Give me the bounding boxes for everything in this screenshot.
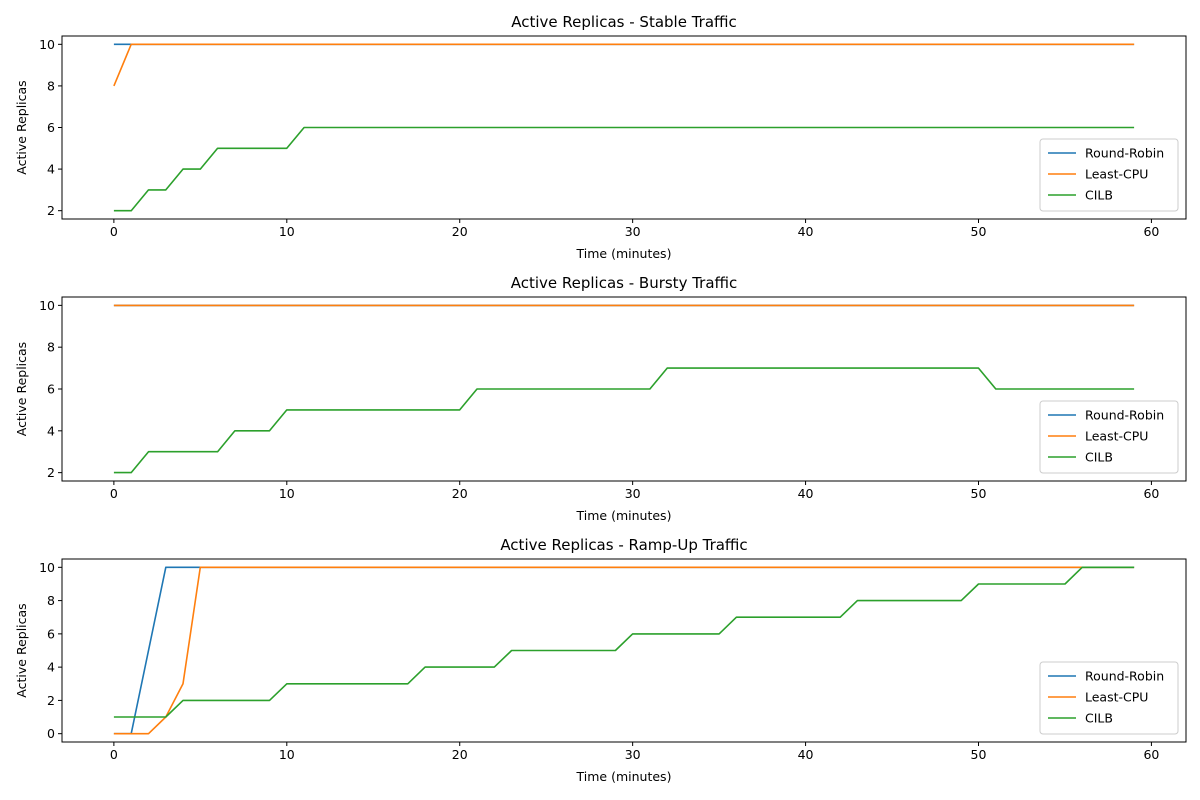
y-tick-label: 2 <box>47 203 55 218</box>
legend-entry: Round-Robin <box>1085 408 1164 423</box>
legend: Round-Robin Least-CPU CILB <box>1039 661 1179 735</box>
x-tick-label: 0 <box>110 486 118 501</box>
x-tick-label: 0 <box>110 747 118 762</box>
y-axis-label: Active Replicas <box>14 342 29 436</box>
y-tick-label: 8 <box>47 593 55 608</box>
legend-entry: Round-Robin <box>1085 146 1164 161</box>
chart-title: Active Replicas - Bursty Traffic <box>511 274 738 292</box>
legend-entry: CILB <box>1085 450 1113 465</box>
x-tick-label: 40 <box>798 747 814 762</box>
x-tick-label: 20 <box>452 224 468 239</box>
y-tick-label: 4 <box>47 162 55 177</box>
legend: Round-Robin Least-CPU CILB <box>1039 138 1179 212</box>
x-axis-label: Time (minutes) <box>576 246 672 261</box>
x-tick-label: 30 <box>625 486 641 501</box>
chart-title: Active Replicas - Ramp-Up Traffic <box>500 536 747 554</box>
legend-entry: CILB <box>1085 711 1113 726</box>
legend-entry: Least-CPU <box>1085 690 1148 705</box>
y-tick-label: 10 <box>39 298 55 313</box>
x-tick-label: 40 <box>798 224 814 239</box>
x-tick-label: 50 <box>971 747 987 762</box>
y-axis-label: Active Replicas <box>14 603 29 697</box>
legend-box <box>1039 400 1179 474</box>
x-tick-label: 60 <box>1143 747 1159 762</box>
y-tick-label: 2 <box>47 465 55 480</box>
y-tick-label: 2 <box>47 693 55 708</box>
series-line-least-cpu <box>113 566 1135 735</box>
x-tick-label: 10 <box>279 224 295 239</box>
y-tick-label: 10 <box>39 37 55 52</box>
x-axis-label: Time (minutes) <box>576 769 672 784</box>
series-line-cilb <box>113 126 1135 212</box>
x-tick-label: 10 <box>279 486 295 501</box>
x-tick-label: 20 <box>452 486 468 501</box>
x-tick-label: 60 <box>1143 224 1159 239</box>
x-tick-label: 50 <box>971 224 987 239</box>
series-line-least-cpu <box>113 43 1135 87</box>
y-tick-label: 4 <box>47 660 55 675</box>
plot-area <box>61 558 1187 743</box>
subplot-2: Active Replicas - Bursty Traffic 0 10 20 30 4… <box>14 274 1187 523</box>
x-tick-label: 10 <box>279 747 295 762</box>
y-tick-label: 4 <box>47 423 55 438</box>
legend-entry: Least-CPU <box>1085 429 1148 444</box>
series-line-cilb <box>113 566 1135 718</box>
y-tick-label: 6 <box>47 120 55 135</box>
legend-entry: CILB <box>1085 188 1113 203</box>
legend-entry: Least-CPU <box>1085 167 1148 182</box>
y-tick-label: 8 <box>47 340 55 355</box>
y-tick-label: 0 <box>47 726 55 741</box>
x-tick-label: 50 <box>971 486 987 501</box>
legend: Round-Robin Least-CPU CILB <box>1039 400 1179 474</box>
x-axis-label: Time (minutes) <box>576 508 672 523</box>
x-tick-label: 40 <box>798 486 814 501</box>
subplot-1: Active Replicas - Stable Traffic 0 10 20 30 4… <box>14 13 1187 261</box>
legend-box <box>1039 138 1179 212</box>
x-tick-label: 30 <box>625 224 641 239</box>
series-line-cilb <box>113 367 1135 474</box>
x-tick-label: 20 <box>452 747 468 762</box>
x-tick-label: 30 <box>625 747 641 762</box>
y-tick-label: 6 <box>47 626 55 641</box>
series-line-round-robin <box>113 566 1135 735</box>
legend-entry: Round-Robin <box>1085 669 1164 684</box>
legend-box <box>1039 661 1179 735</box>
y-tick-label: 8 <box>47 78 55 93</box>
y-tick-label: 10 <box>39 560 55 575</box>
y-axis-label: Active Replicas <box>14 80 29 174</box>
x-tick-label: 0 <box>110 224 118 239</box>
y-tick-label: 6 <box>47 382 55 397</box>
chart-title: Active Replicas - Stable Traffic <box>511 13 737 31</box>
x-tick-label: 60 <box>1143 486 1159 501</box>
